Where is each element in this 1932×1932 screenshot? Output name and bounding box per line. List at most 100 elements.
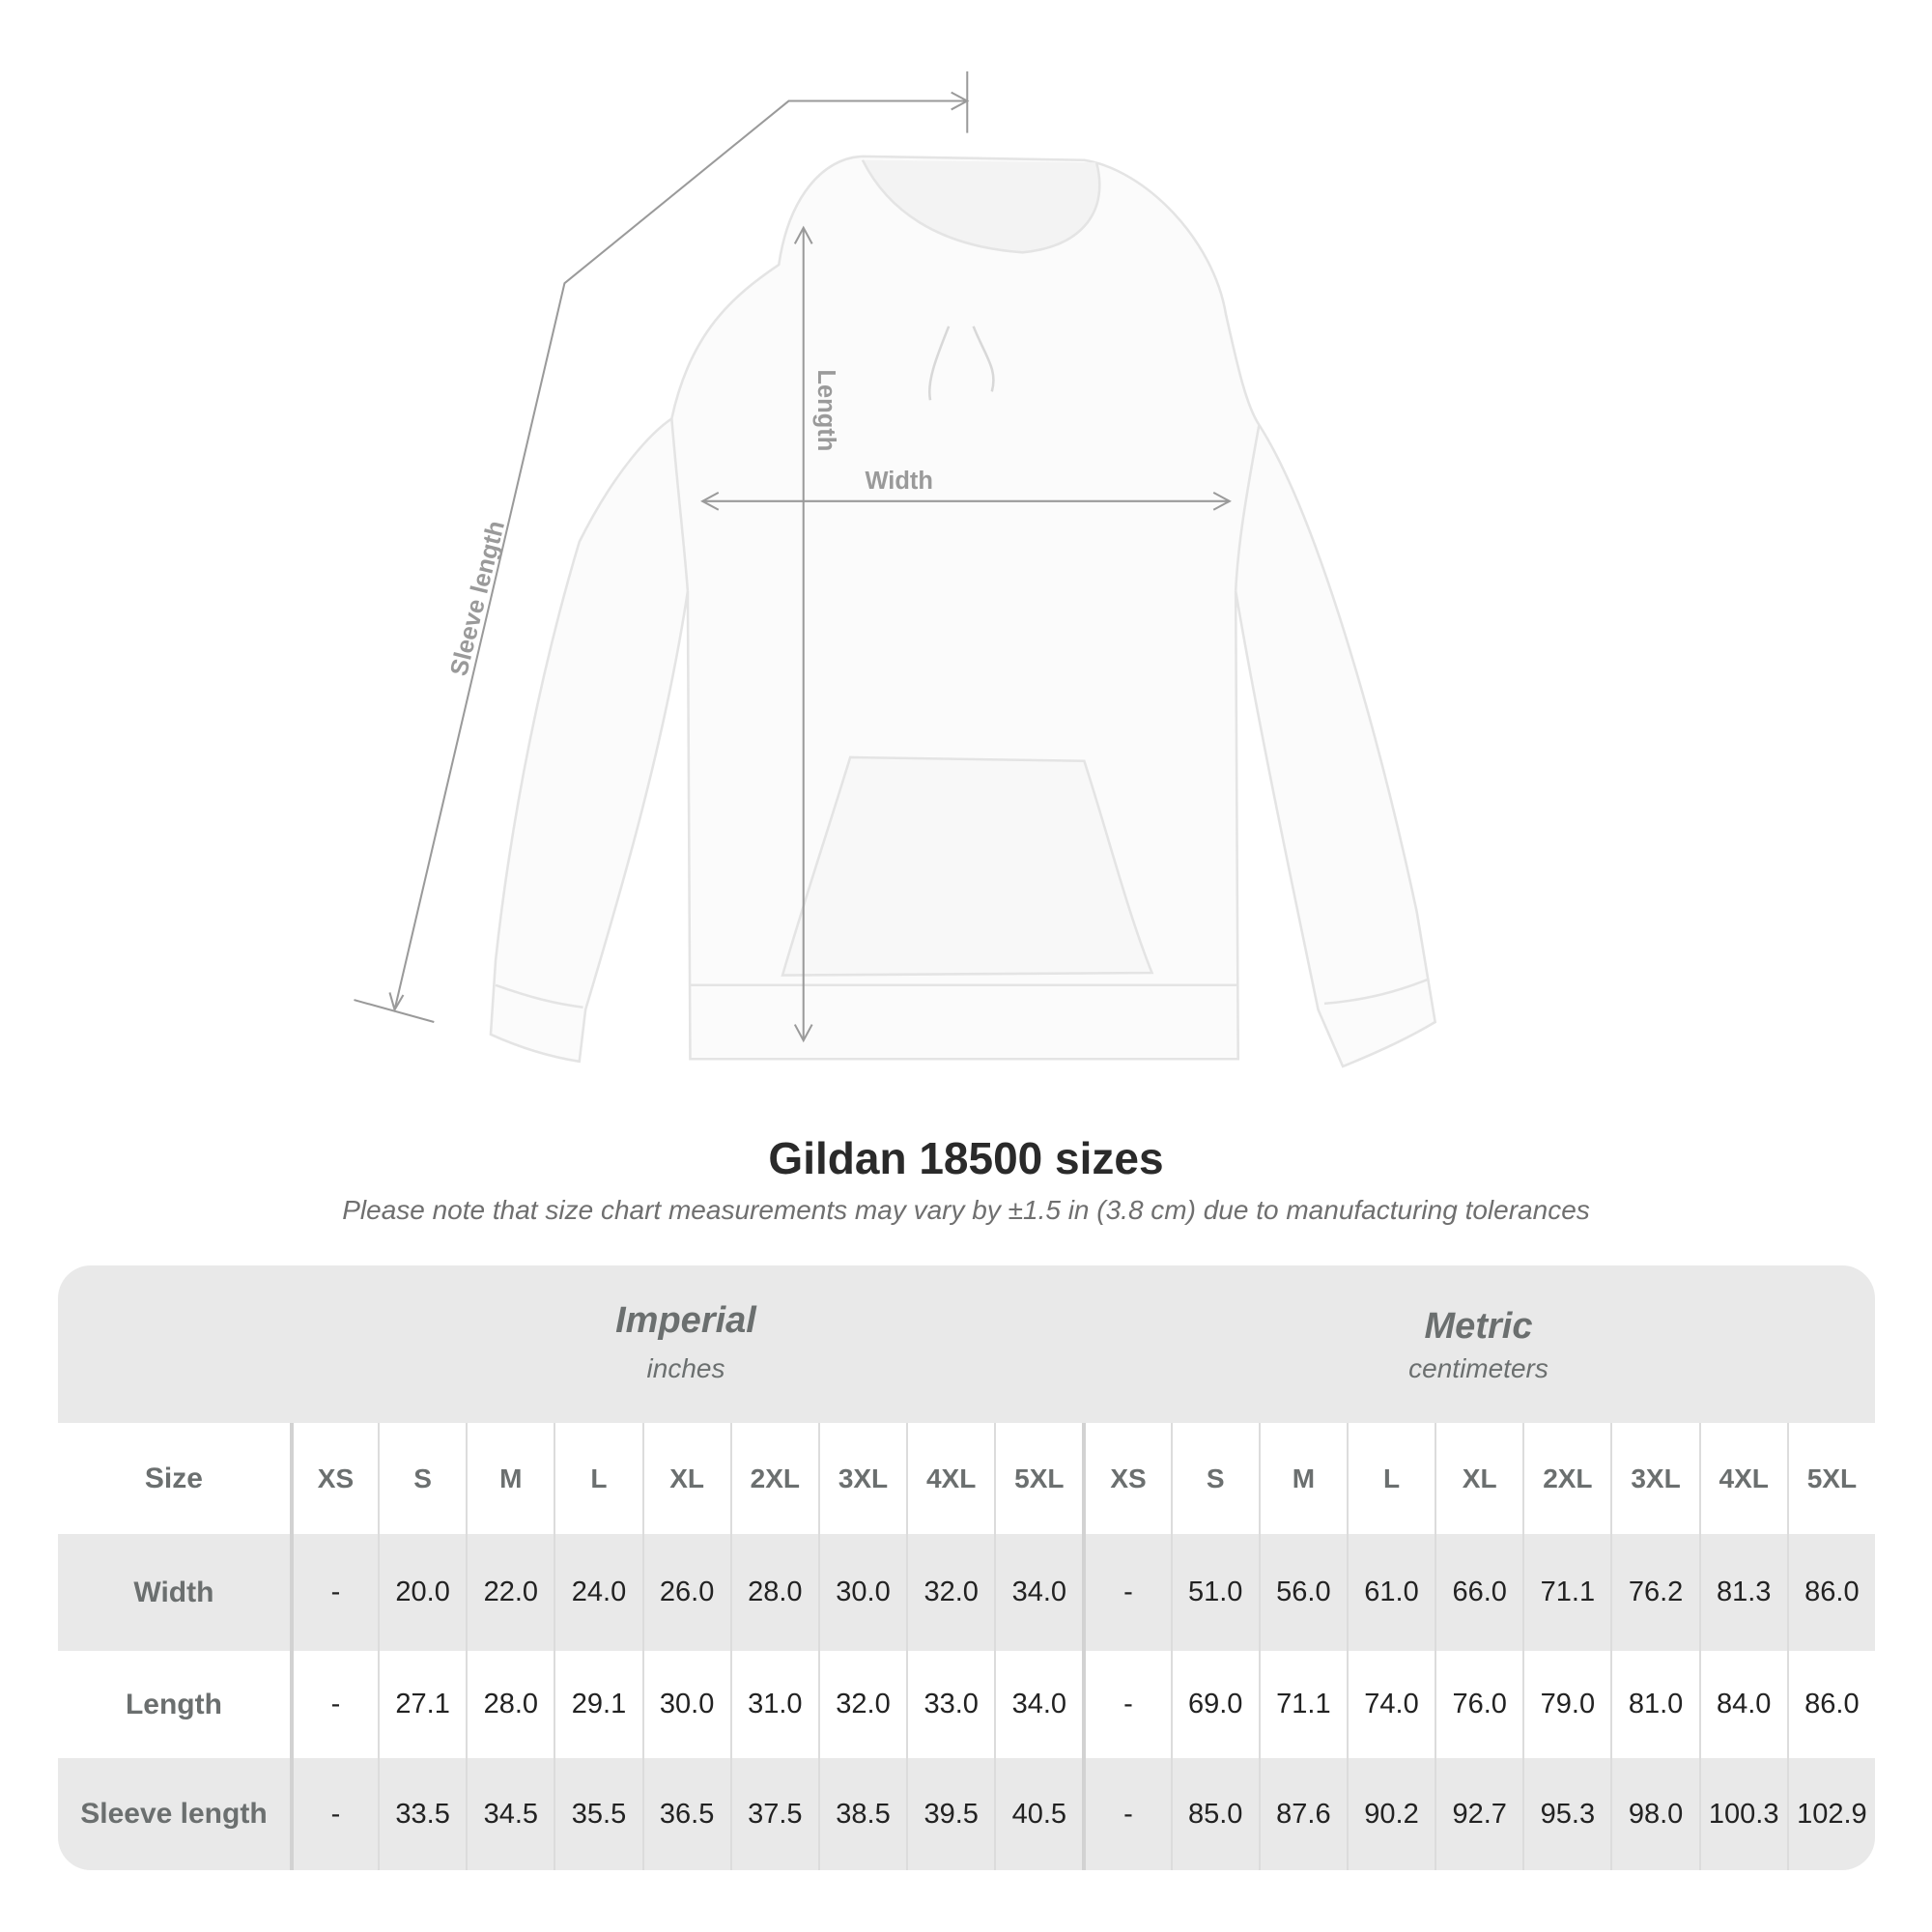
- row-label: Length: [125, 1688, 222, 1720]
- arrow-head-icon: [951, 91, 970, 111]
- imperial-value-cell: 28.0: [466, 1651, 554, 1758]
- metric-value-cell: 100.3: [1698, 1758, 1787, 1870]
- imperial-value-cell: 32.0: [817, 1651, 906, 1758]
- imperial-value-cell: 20.0: [378, 1534, 466, 1651]
- metric-value-cell: 98.0: [1610, 1758, 1698, 1870]
- tolerance-note: Please note that size chart measurements…: [342, 1195, 1590, 1225]
- width-label: Width: [865, 468, 933, 495]
- table-row: Sleeve length -33.5 34.5 35.5 36.5 37.5 38.5 39…: [58, 1758, 1875, 1870]
- metric-title: Metric: [1424, 1306, 1533, 1347]
- imperial-value-cell: 39.5: [906, 1758, 994, 1870]
- row-label: Width: [133, 1576, 214, 1608]
- table-row: Length -27.1 28.0 29.1 30.0 31.0 32.0 33.0 34.0-…: [58, 1651, 1875, 1758]
- metric-value-cell: 85.0: [1170, 1758, 1259, 1870]
- metric-value-cell: 81.3: [1698, 1534, 1787, 1651]
- metric-value-cell: 86.0: [1786, 1651, 1875, 1758]
- metric-value-cell: 102.9: [1786, 1758, 1875, 1870]
- imperial-value-cell: -: [289, 1758, 378, 1870]
- metric-size-header: M: [1258, 1423, 1347, 1534]
- imperial-value-cell: 35.5: [554, 1758, 641, 1870]
- table-row: Width -20.0 22.0 24.0 26.0 28.0 30.0 32.0 34.0-5…: [58, 1534, 1875, 1651]
- metric-value-cell: 84.0: [1698, 1651, 1787, 1758]
- metric-value-cell: 76.0: [1435, 1651, 1522, 1758]
- arrow-head-icon: [388, 992, 405, 1012]
- sleeve-length-line: [393, 99, 968, 1010]
- metric-value-cell: 56.0: [1258, 1534, 1347, 1651]
- imperial-value-cell: 32.0: [906, 1534, 994, 1651]
- metric-size-header: 3XL: [1610, 1423, 1698, 1534]
- metric-value-cell: -: [1082, 1651, 1170, 1758]
- imperial-value-cell: 34.0: [994, 1534, 1082, 1651]
- imperial-size-header: XL: [641, 1423, 730, 1534]
- imperial-size-header: S: [378, 1423, 466, 1534]
- metric-value-cell: 81.0: [1610, 1651, 1698, 1758]
- imperial-value-cell: 28.0: [729, 1534, 818, 1651]
- metric-size-header: L: [1346, 1423, 1435, 1534]
- hoodie-measurement-diagram: Sleeve length Length Width: [354, 71, 1437, 1068]
- arrow-head-icon: [793, 225, 813, 1043]
- header-band: [58, 1265, 1875, 1423]
- imperial-size-header: XS: [289, 1423, 378, 1534]
- length-label: Length: [812, 369, 839, 451]
- arrow-head-icon: [700, 491, 1232, 511]
- imperial-value-cell: 34.5: [466, 1758, 554, 1870]
- metric-value-cell: 86.0: [1786, 1534, 1875, 1651]
- measurement-lines: [354, 71, 1232, 1043]
- size-chart-table: Imperial inches Metric centimeters Size X…: [58, 1265, 1875, 1870]
- metric-value-cell: 71.1: [1258, 1651, 1347, 1758]
- imperial-value-cell: 30.0: [817, 1534, 906, 1651]
- metric-value-cell: 95.3: [1522, 1758, 1610, 1870]
- imperial-value-cell: 38.5: [817, 1758, 906, 1870]
- imperial-value-cell: 37.5: [729, 1758, 818, 1870]
- metric-size-header: XS: [1082, 1423, 1170, 1534]
- row-label: Size: [144, 1462, 203, 1494]
- metric-header: Metric centimeters: [1082, 1265, 1875, 1423]
- hoodie-image: [489, 155, 1437, 1068]
- metric-unit: centimeters: [1408, 1353, 1548, 1383]
- imperial-value-cell: -: [289, 1651, 378, 1758]
- metric-value-cell: 90.2: [1346, 1758, 1435, 1870]
- metric-value-cell: -: [1082, 1534, 1170, 1651]
- imperial-header: Imperial inches: [290, 1265, 1082, 1423]
- imperial-size-header: 5XL: [994, 1423, 1082, 1534]
- imperial-value-cell: 27.1: [378, 1651, 466, 1758]
- imperial-value-cell: 40.5: [994, 1758, 1082, 1870]
- metric-value-cell: 92.7: [1435, 1758, 1522, 1870]
- imperial-size-header: M: [466, 1423, 554, 1534]
- imperial-value-cell: 30.0: [641, 1651, 730, 1758]
- metric-value-cell: 87.6: [1258, 1758, 1347, 1870]
- imperial-size-header: 2XL: [729, 1423, 818, 1534]
- metric-value-cell: 69.0: [1170, 1651, 1259, 1758]
- imperial-size-header: 4XL: [906, 1423, 994, 1534]
- metric-size-header: 5XL: [1786, 1423, 1875, 1534]
- imperial-value-cell: 31.0: [729, 1651, 818, 1758]
- metric-value-cell: 79.0: [1522, 1651, 1610, 1758]
- imperial-value-cell: 34.0: [994, 1651, 1082, 1758]
- metric-size-header: 4XL: [1698, 1423, 1787, 1534]
- metric-value-cell: 71.1: [1522, 1534, 1610, 1651]
- metric-value-cell: 66.0: [1435, 1534, 1522, 1651]
- imperial-value-cell: 24.0: [554, 1534, 641, 1651]
- imperial-value-cell: 22.0: [466, 1534, 554, 1651]
- imperial-value-cell: 33.5: [378, 1758, 466, 1870]
- imperial-value-cell: 33.0: [906, 1651, 994, 1758]
- metric-size-header: 2XL: [1522, 1423, 1610, 1534]
- metric-size-header: S: [1170, 1423, 1259, 1534]
- metric-value-cell: -: [1082, 1758, 1170, 1870]
- imperial-title: Imperial: [615, 1300, 756, 1341]
- metric-value-cell: 74.0: [1346, 1651, 1435, 1758]
- metric-value-cell: 76.2: [1610, 1534, 1698, 1651]
- imperial-size-header: L: [554, 1423, 641, 1534]
- imperial-value-cell: 29.1: [554, 1651, 641, 1758]
- imperial-value-cell: 26.0: [641, 1534, 730, 1651]
- row-label: Sleeve length: [80, 1798, 268, 1830]
- imperial-value-cell: -: [289, 1534, 378, 1651]
- page-title: Gildan 18500 sizes: [768, 1133, 1164, 1183]
- metric-value-cell: 61.0: [1346, 1534, 1435, 1651]
- imperial-unit: inches: [646, 1353, 725, 1383]
- imperial-size-header: 3XL: [817, 1423, 906, 1534]
- metric-size-header: XL: [1435, 1423, 1522, 1534]
- size-header-row: Size XS S M L XL 2XL 3XL 4XL 5XL XS S M L XL 2XL 3XL 4XL 5…: [58, 1423, 1875, 1534]
- imperial-value-cell: 36.5: [641, 1758, 730, 1870]
- metric-value-cell: 51.0: [1170, 1534, 1259, 1651]
